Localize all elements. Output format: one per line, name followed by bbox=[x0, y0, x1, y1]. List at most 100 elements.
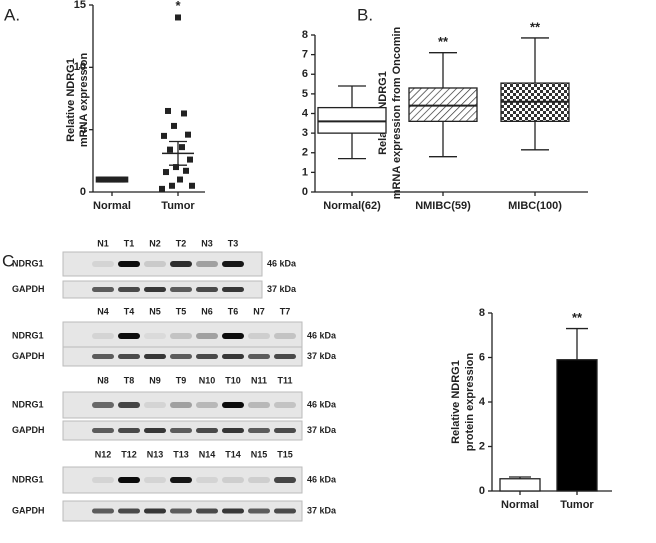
band bbox=[222, 261, 244, 267]
band bbox=[196, 287, 218, 292]
band bbox=[170, 508, 192, 514]
band bbox=[92, 287, 114, 292]
y-axis-label: mRNA expression bbox=[78, 53, 90, 148]
lane-label: T1 bbox=[124, 238, 135, 248]
x-tick-label: Normal bbox=[93, 200, 131, 212]
row-label: GAPDH bbox=[12, 425, 45, 435]
lane-label: N15 bbox=[251, 449, 268, 459]
lane-label: N14 bbox=[199, 449, 216, 459]
band bbox=[118, 333, 140, 339]
row-label: NDRG1 bbox=[12, 474, 44, 484]
band bbox=[222, 402, 244, 408]
data-point bbox=[177, 176, 183, 183]
band bbox=[118, 508, 140, 514]
y-tick-label: 0 bbox=[479, 485, 485, 497]
row-label: GAPDH bbox=[12, 351, 45, 361]
lane-label: T14 bbox=[225, 449, 241, 459]
blot-strip bbox=[62, 321, 303, 351]
band bbox=[144, 287, 166, 292]
band bbox=[274, 333, 296, 339]
band bbox=[274, 402, 296, 408]
x-tick-label: Normal bbox=[501, 499, 539, 511]
row-label: NDRG1 bbox=[12, 330, 44, 340]
band bbox=[222, 354, 244, 359]
band bbox=[222, 477, 244, 483]
band bbox=[118, 428, 140, 433]
size-label: 37 kDa bbox=[307, 505, 337, 515]
x-tick-label: NMIBC(59) bbox=[415, 200, 471, 212]
data-point bbox=[181, 110, 187, 117]
x-tick-label: Tumor bbox=[161, 200, 195, 212]
data-point bbox=[185, 131, 191, 138]
band bbox=[144, 428, 166, 433]
size-label: 37 kDa bbox=[307, 425, 337, 435]
lane-label: T12 bbox=[121, 449, 137, 459]
y-tick-label: 8 bbox=[479, 307, 485, 319]
lane-label: N7 bbox=[253, 306, 265, 316]
band bbox=[196, 333, 218, 339]
band bbox=[222, 508, 244, 514]
y-tick-label: 0 bbox=[302, 186, 308, 198]
lane-label: N13 bbox=[147, 449, 164, 459]
y-tick-label: 15 bbox=[74, 0, 86, 11]
y-tick-label: 5 bbox=[302, 88, 308, 100]
size-label: 46 kDa bbox=[307, 399, 337, 409]
lane-label: N5 bbox=[149, 306, 161, 316]
y-tick-label: 4 bbox=[302, 107, 309, 119]
lane-label: T7 bbox=[280, 306, 291, 316]
panel-label: B. bbox=[357, 5, 373, 24]
lane-label: N11 bbox=[251, 375, 267, 385]
data-point bbox=[183, 167, 189, 174]
band bbox=[248, 354, 270, 359]
y-tick-label: 0 bbox=[80, 186, 86, 198]
lane-label: N3 bbox=[201, 238, 213, 248]
band bbox=[92, 402, 114, 408]
data-point bbox=[189, 182, 195, 189]
band bbox=[118, 354, 140, 359]
y-tick-label: 8 bbox=[302, 29, 308, 41]
band bbox=[92, 508, 114, 514]
data-point bbox=[173, 164, 179, 171]
band bbox=[274, 477, 296, 483]
x-tick-label: MIBC(100) bbox=[508, 200, 562, 212]
lane-label: N12 bbox=[95, 449, 112, 459]
band bbox=[170, 333, 192, 339]
band bbox=[118, 402, 140, 408]
lane-label: N10 bbox=[199, 375, 216, 385]
bar bbox=[499, 478, 541, 492]
band bbox=[170, 477, 192, 483]
row-label: GAPDH bbox=[12, 505, 45, 515]
y-tick-label: 5 bbox=[80, 124, 86, 136]
row-label: NDRG1 bbox=[12, 399, 44, 409]
band bbox=[92, 333, 114, 339]
data-point bbox=[169, 182, 175, 189]
y-axis-label: Relative NDRG1 bbox=[450, 360, 462, 444]
band bbox=[248, 402, 270, 408]
band bbox=[92, 477, 114, 483]
band bbox=[222, 287, 244, 292]
band bbox=[222, 333, 244, 339]
band bbox=[248, 508, 270, 514]
significance: ** bbox=[572, 310, 583, 325]
y-tick-label: 10 bbox=[74, 61, 86, 73]
band bbox=[144, 477, 166, 483]
bar bbox=[556, 359, 598, 492]
band bbox=[170, 287, 192, 292]
panel-label: A. bbox=[4, 5, 20, 24]
band bbox=[144, 261, 166, 267]
band bbox=[196, 477, 218, 483]
significance: * bbox=[175, 0, 181, 13]
y-tick-label: 6 bbox=[479, 351, 485, 363]
band bbox=[170, 402, 192, 408]
band bbox=[196, 428, 218, 433]
y-axis-label: Relative NDRG1 bbox=[65, 58, 77, 142]
significance: ** bbox=[530, 19, 541, 34]
size-label: 37 kDa bbox=[307, 351, 337, 361]
x-tick-label: Tumor bbox=[560, 499, 594, 511]
band bbox=[196, 261, 218, 267]
band bbox=[118, 477, 140, 483]
data-point bbox=[163, 169, 169, 176]
band bbox=[196, 354, 218, 359]
data-point bbox=[179, 144, 185, 151]
significance: ** bbox=[438, 34, 449, 49]
